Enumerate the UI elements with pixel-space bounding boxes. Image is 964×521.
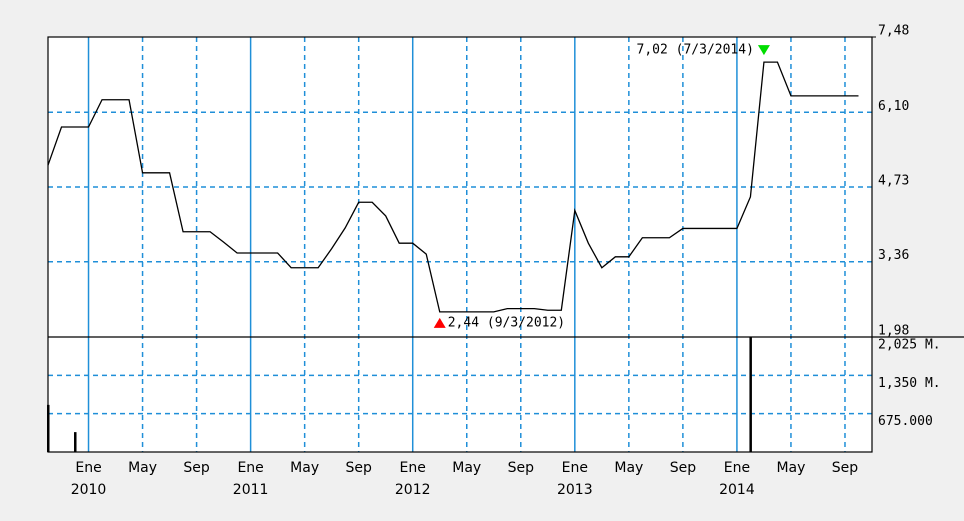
x-tick-label: Sep (832, 460, 859, 476)
x-tick-label: May (290, 460, 319, 476)
x-year-label: 2014 (719, 482, 755, 498)
plot-frame (47, 36, 873, 453)
volume-tick-label: 1,350 M. (878, 376, 941, 391)
x-tick-label: May (776, 460, 805, 476)
x-tick-label: Ene (562, 460, 588, 476)
x-tick-label: Ene (400, 460, 426, 476)
price-line (47, 61, 859, 313)
x-tick-label: Ene (237, 460, 263, 476)
x-tick-label: Ene (724, 460, 750, 476)
x-year-label: 2010 (71, 482, 107, 498)
plot-area (48, 37, 872, 452)
max-label: 7,02 (7/3/2014) (637, 43, 754, 58)
y-tick-label: 1,98 (878, 324, 909, 339)
volume-bar (74, 432, 77, 452)
y-tick-label: 6,10 (878, 99, 909, 114)
x-tick-label: May (452, 460, 481, 476)
x-tick-label: May (128, 460, 157, 476)
x-tick-label: Ene (75, 460, 101, 476)
volume-tick-label: 675.000 (878, 414, 933, 429)
x-tick-label: Sep (670, 460, 697, 476)
min-marker (433, 317, 446, 328)
x-tick-label: May (614, 460, 643, 476)
x-tick-label: Sep (508, 460, 535, 476)
volume-bar (749, 337, 752, 452)
x-year-label: 2012 (395, 482, 431, 498)
x-year-label: 2011 (233, 482, 269, 498)
min-label: 2,44 (9/3/2012) (448, 315, 565, 330)
x-year-label: 2013 (557, 482, 593, 498)
x-tick-label: Sep (183, 460, 210, 476)
y-tick-label: 7,48 (878, 24, 909, 39)
max-marker (757, 45, 770, 56)
y-tick-label: 3,36 (878, 248, 909, 263)
x-tick-label: Sep (345, 460, 372, 476)
y-tick-label: 4,73 (878, 174, 909, 189)
volume-tick-label: 2,025 M. (878, 338, 941, 353)
